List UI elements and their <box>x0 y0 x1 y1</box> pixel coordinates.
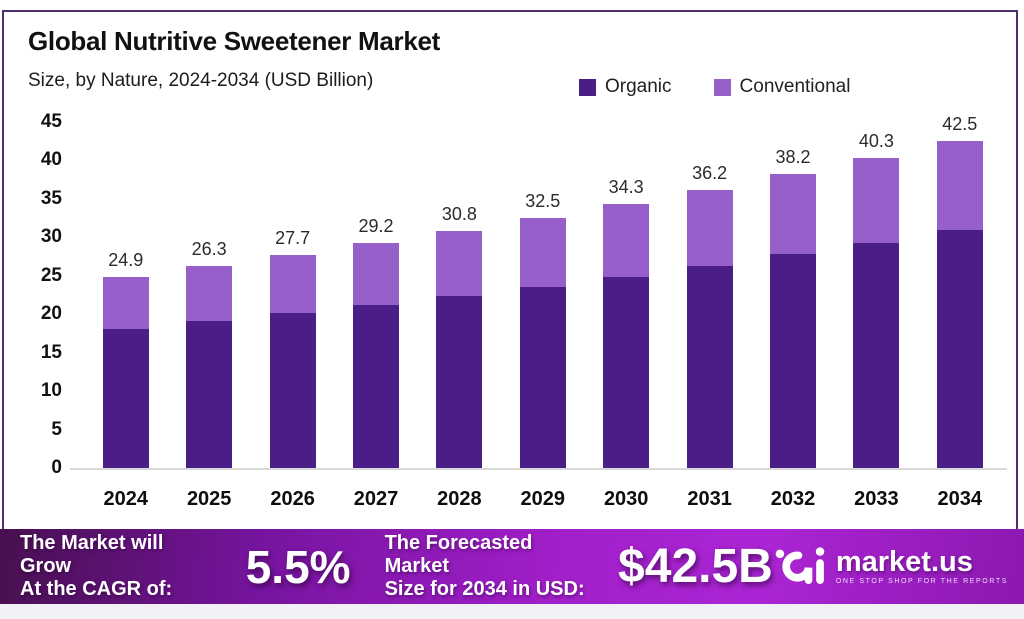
cagr-value: 5.5% <box>245 540 351 593</box>
y-axis-tick-20: 20 <box>40 303 62 325</box>
bar-segment-conventional-2034 <box>936 141 983 231</box>
x-axis-label-2025: 2025 <box>186 488 232 510</box>
y-axis-tick-40: 40 <box>40 149 62 171</box>
legend: Organic Conventional <box>579 76 850 98</box>
cagr-label: The Market will Grow At the CAGR of: <box>20 532 220 601</box>
cagr-label-line1: The Market will Grow <box>20 532 164 577</box>
y-axis-tick-25: 25 <box>40 264 62 286</box>
y-axis-tick-15: 15 <box>40 341 62 363</box>
bar-segment-organic-2029 <box>519 286 566 468</box>
bar-segment-conventional-2028 <box>436 231 483 296</box>
forecast-label-line1: The Forecasted Market <box>384 532 533 577</box>
bar-segment-conventional-2032 <box>770 174 816 255</box>
bar-total-label-2029: 32.5 <box>525 191 561 212</box>
x-axis-label-2029: 2029 <box>520 488 566 510</box>
chart-card: Global Nutritive Sweetener Market Size, … <box>2 10 1018 529</box>
y-axis-tick-35: 35 <box>40 187 62 209</box>
x-axis-label-2028: 2028 <box>437 488 482 510</box>
conventional-swatch-icon <box>713 78 731 96</box>
bar-segment-organic-2032 <box>770 254 816 468</box>
x-axis-label-2032: 2032 <box>770 488 816 510</box>
bar-segment-conventional-2030 <box>603 204 650 277</box>
bar-segment-conventional-2033 <box>853 158 900 243</box>
bar-segment-organic-2025 <box>186 321 233 468</box>
bar-segment-conventional-2029 <box>519 218 566 287</box>
bar-segment-conventional-2024 <box>102 276 149 329</box>
marketus-logo-textblock: market.us ONE STOP SHOP FOR THE REPORTS <box>835 546 1008 586</box>
bar-total-label-2032: 38.2 <box>775 147 811 168</box>
bottom-strip <box>0 604 1024 619</box>
bar-segment-organic-2030 <box>603 276 650 468</box>
page-title: Global Nutritive Sweetener Market <box>28 26 441 56</box>
bar-total-label-2025: 26.3 <box>191 238 227 259</box>
legend-item-conventional: Conventional <box>713 76 851 98</box>
bar-segment-conventional-2031 <box>686 189 733 266</box>
bar-total-label-2031: 36.2 <box>692 162 728 183</box>
marketus-logo: market.us ONE STOP SHOP FOR THE REPORTS <box>773 541 1008 593</box>
y-axis-tick-0: 0 <box>51 457 62 478</box>
bar-segment-conventional-2027 <box>353 243 399 305</box>
bar-total-label-2034: 42.5 <box>942 114 978 135</box>
bar-total-label-2027: 29.2 <box>358 216 394 237</box>
y-axis-tick-10: 10 <box>40 380 62 402</box>
x-axis-label-2031: 2031 <box>687 488 732 510</box>
chart-subtitle: Size, by Nature, 2024-2034 (USD Billion) <box>28 70 374 91</box>
bar-segment-organic-2028 <box>436 295 483 468</box>
bar-total-label-2026: 27.7 <box>275 228 311 249</box>
forecast-label: The Forecasted Market Size for 2034 in U… <box>385 532 602 601</box>
bar-segment-organic-2033 <box>853 242 900 468</box>
bar-segment-organic-2026 <box>269 313 316 468</box>
bar-total-label-2033: 40.3 <box>858 131 894 152</box>
cagr-banner: The Market will Grow At the CAGR of: 5.5… <box>0 529 1024 604</box>
y-axis-tick-45: 45 <box>40 111 62 132</box>
y-axis-tick-5: 5 <box>51 418 62 440</box>
bar-segment-organic-2027 <box>353 304 399 468</box>
bar-segment-organic-2031 <box>686 265 733 468</box>
bar-segment-conventional-2025 <box>186 265 233 322</box>
marketus-swirl-icon <box>775 546 825 584</box>
stacked-bar-chart: 0 5 10 15 20 25 30 35 40 45 24.9 2024 26.3 2025 27.7 20… <box>4 12 1018 529</box>
organic-swatch-icon <box>579 78 596 96</box>
legend-label-organic: Organic <box>605 76 672 97</box>
y-axis-tick-30: 30 <box>40 226 62 248</box>
marketus-logo-tagline: ONE STOP SHOP FOR THE REPORTS <box>835 578 1008 585</box>
x-axis-label-2027: 2027 <box>353 488 399 510</box>
x-axis-line <box>70 468 1007 470</box>
x-axis-label-2026: 2026 <box>270 488 315 510</box>
x-axis-label-2034: 2034 <box>937 488 983 510</box>
cagr-label-line2: At the CAGR of: <box>20 578 173 600</box>
bar-total-label-2024: 24.9 <box>108 249 144 270</box>
forecast-value: $42.5B <box>618 540 773 593</box>
legend-item-organic: Organic <box>579 76 672 98</box>
legend-label-conventional: Conventional <box>739 76 851 97</box>
bar-total-label-2030: 34.3 <box>608 177 644 198</box>
bar-total-label-2028: 30.8 <box>441 204 477 225</box>
bar-segment-conventional-2026 <box>269 255 316 314</box>
bar-segment-organic-2034 <box>936 230 983 468</box>
bar-segment-organic-2024 <box>102 328 149 468</box>
x-axis-label-2024: 2024 <box>103 488 149 510</box>
forecast-label-line2: Size for 2034 in USD: <box>384 578 585 600</box>
x-axis-label-2033: 2033 <box>854 488 899 510</box>
x-axis-label-2030: 2030 <box>603 488 649 510</box>
marketus-logo-text: market.us <box>835 546 973 578</box>
